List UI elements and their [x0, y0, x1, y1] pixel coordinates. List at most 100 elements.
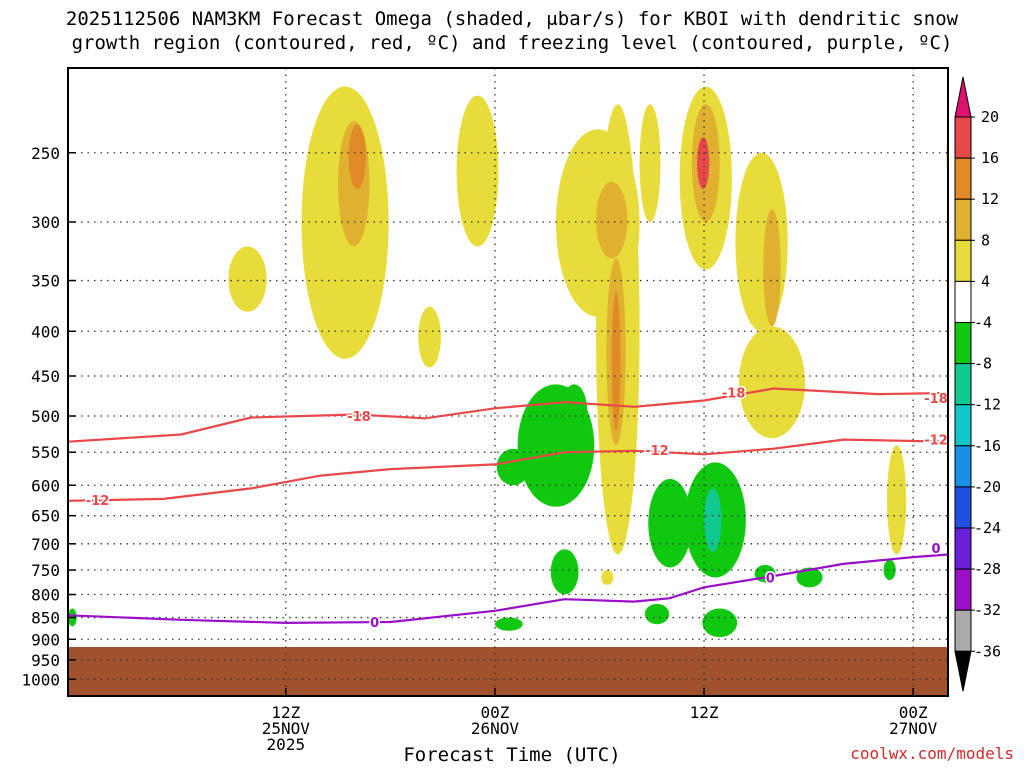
colorbar-label-12: -32	[974, 601, 1001, 619]
omega-region-39	[986, 622, 1024, 641]
omega-region-20	[601, 570, 614, 585]
contour-label-2: -18	[924, 392, 948, 407]
colorbar-bin-12	[954, 609, 972, 652]
x-tick-label-1-2: 26NOV	[471, 719, 520, 738]
omega-region-5	[456, 95, 499, 247]
y-tick-label-800: 800	[31, 586, 60, 605]
colorbar-label-6: -8	[974, 355, 992, 373]
colorbar-label-8: -16	[974, 437, 1001, 455]
colorbar-bin-10	[954, 527, 972, 570]
chart-title-line2: growth region (contoured, red, ºC) and f…	[71, 32, 953, 54]
omega-region-27	[550, 549, 579, 595]
colorbar-label-2: 12	[981, 190, 999, 208]
contour-lines	[68, 387, 948, 625]
gridlines	[68, 68, 948, 696]
x-tick-label-2-1: 12Z	[690, 703, 719, 722]
y-tick-label-400: 400	[31, 322, 60, 341]
y-tick-label-950: 950	[31, 651, 60, 670]
y-tick-label-900: 900	[31, 630, 60, 649]
contour-label-4: -12	[924, 434, 948, 449]
omega-region-18	[887, 445, 907, 555]
y-tick-label-450: 450	[31, 367, 60, 386]
contour-labels: -18 -18 -18 -12 -12 -12 0 0 0	[84, 385, 949, 632]
colorbar-label-5: -4	[974, 314, 992, 332]
colorbar-bin-2	[954, 198, 972, 241]
colorbar-label-10: -24	[974, 519, 1001, 537]
contour-label-7: 0	[766, 572, 775, 587]
dgz-minus18-contour	[68, 387, 948, 443]
y-tick-label-500: 500	[31, 407, 60, 426]
omega-region-0	[228, 246, 267, 312]
x-tick-label-3-1: 00Z	[899, 703, 928, 722]
omega-region-3	[348, 124, 366, 189]
colorbar-label-7: -12	[974, 396, 1001, 414]
y-tick-label-550: 550	[31, 443, 60, 462]
y-tick-label-650: 650	[31, 507, 60, 526]
contour-label-8: 0	[931, 542, 940, 557]
x-axis-label: Forecast Time (UTC)	[403, 744, 621, 766]
omega-region-11	[639, 104, 661, 223]
colorbar-label-0: 20	[981, 108, 999, 126]
colorbar-bin-4	[954, 280, 972, 323]
omega-region-30	[702, 608, 738, 638]
omega-region-29	[644, 603, 670, 625]
colorbar-bin-1	[954, 157, 972, 200]
colorbar-bottom-arrow	[954, 650, 972, 692]
omega-region-32	[796, 567, 823, 588]
colorbar-bin-0	[954, 116, 972, 159]
omega-region-26	[704, 488, 722, 552]
credit-text: coolwx.com/models	[850, 744, 1014, 763]
colorbar-label-11: -28	[974, 560, 1001, 578]
colorbar-label-13: -36	[974, 642, 1001, 660]
contour-label-0: -18	[347, 410, 371, 425]
x-tick-label-0-3: 2025	[267, 735, 306, 754]
y-axis-ticks: 250 300 350 400 450 500 550 600 650 700 750 800 850 9…	[21, 144, 76, 689]
colorbar-bin-8	[954, 445, 972, 488]
omega-shaded-regions	[68, 86, 1024, 641]
colorbar: 20 16 12 8 4 -4 -8 -12 -16 -20 -24 -28 -32 -36	[954, 76, 1001, 692]
omega-region-15	[735, 152, 788, 332]
y-tick-label-850: 850	[31, 609, 60, 628]
colorbar-bin-5	[954, 322, 972, 365]
y-tick-label-750: 750	[31, 561, 60, 580]
y-tick-label-600: 600	[31, 476, 60, 495]
x-tick-label-1-1: 00Z	[480, 703, 509, 722]
colorbar-top-arrow	[954, 76, 972, 118]
omega-region-16	[763, 209, 781, 327]
plot-frame	[67, 67, 949, 697]
x-tick-label-3-2: 27NOV	[889, 719, 938, 738]
contour-label-5: -12	[86, 494, 110, 509]
x-tick-label-0-2: 25NOV	[262, 719, 311, 738]
y-tick-label-1000: 1000	[21, 670, 60, 689]
y-tick-label-700: 700	[31, 535, 60, 554]
omega-region-14	[697, 137, 710, 189]
colorbar-label-9: -20	[974, 478, 1001, 496]
contour-label-6: 0	[370, 616, 379, 631]
colorbar-bin-11	[954, 568, 972, 611]
chart-title-line1: 2025112506 NAM3KM Forecast Omega (shaded…	[65, 8, 959, 30]
dgz-minus12-contour	[68, 438, 948, 502]
contour-label-3: -12	[645, 444, 669, 459]
colorbar-label-1: 16	[981, 149, 999, 167]
colorbar-bin-7	[954, 404, 972, 447]
omega-region-33	[883, 559, 896, 581]
ground-below-surface	[68, 647, 948, 696]
omega-region-4	[418, 306, 441, 368]
contour-label-1: -18	[722, 387, 746, 402]
omega-region-24	[648, 478, 692, 568]
colorbar-label-3: 8	[981, 231, 990, 249]
colorbar-label-4: 4	[981, 272, 990, 290]
colorbar-bin-6	[954, 363, 972, 406]
omega-region-10	[596, 181, 628, 259]
colorbar-bin-3	[954, 239, 972, 282]
y-tick-label-250: 250	[31, 144, 60, 163]
x-tick-label-0-1: 12Z	[271, 703, 300, 722]
colorbar-bin-9	[954, 486, 972, 529]
omega-region-28	[494, 617, 523, 631]
y-tick-label-300: 300	[31, 213, 60, 232]
omega-region-9	[611, 291, 621, 431]
y-tick-label-350: 350	[31, 272, 60, 291]
omega-region-17	[738, 326, 806, 439]
